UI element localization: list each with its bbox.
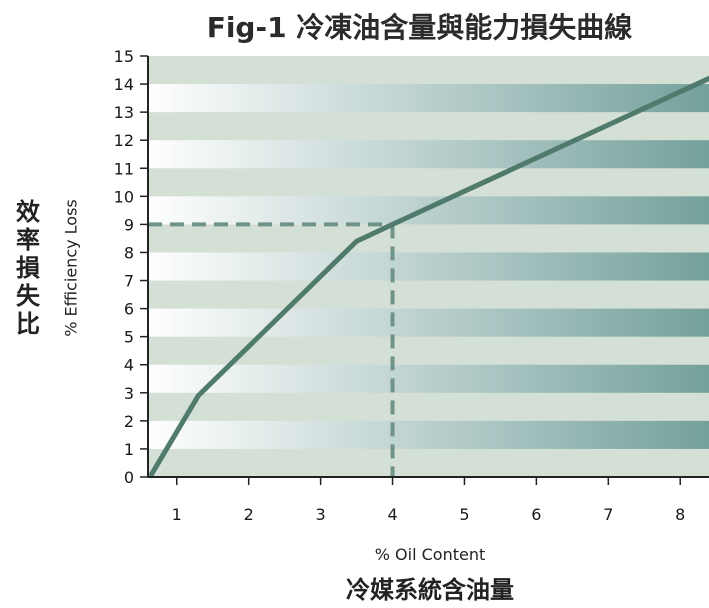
plot-band <box>148 392 709 421</box>
reference-lines <box>148 222 395 477</box>
y-tick-label: 14 <box>114 75 134 94</box>
y-tick-label: 9 <box>124 215 134 234</box>
x-axis-label-chinese: 冷媒系統含油量 <box>346 576 514 604</box>
x-tick-label: 6 <box>531 505 541 524</box>
series-layer <box>149 75 709 477</box>
x-axis-label-english: % Oil Content <box>374 545 486 564</box>
plot-band <box>148 168 709 197</box>
plot-band <box>148 112 709 141</box>
x-tick-label: 4 <box>387 505 397 524</box>
x-tick-label: 3 <box>316 505 326 524</box>
y-tick-label: 6 <box>124 300 134 319</box>
axes <box>140 55 709 485</box>
plot-background <box>148 56 709 477</box>
x-tick-label: 2 <box>244 505 254 524</box>
plot-band <box>148 448 709 477</box>
y-tick-label: 7 <box>124 272 134 291</box>
y-tick-label: 13 <box>114 103 134 122</box>
plot-band <box>148 224 709 253</box>
x-tick-labels: 1 2 3 4 5 6 7 8 <box>172 505 686 524</box>
y-tick-label: 1 <box>124 440 134 459</box>
x-tick-label: 1 <box>172 505 182 524</box>
y-tick-label: 12 <box>114 131 134 150</box>
y-tick-label: 3 <box>124 384 134 403</box>
chart-title: Fig-1 冷凍油含量與能力損失曲線 <box>206 11 633 44</box>
y-tick-label: 15 <box>114 47 134 66</box>
y-axis-label-chinese: 效率損失比 <box>16 198 40 338</box>
y-tick-label: 2 <box>124 412 134 431</box>
x-tick-label: 7 <box>603 505 613 524</box>
plot-band <box>148 56 709 85</box>
y-tick-label: 5 <box>124 328 134 347</box>
y-tick-label: 11 <box>114 159 134 178</box>
series-line <box>149 75 709 477</box>
y-tick-label: 8 <box>124 243 134 262</box>
y-tick-label: 0 <box>124 468 134 487</box>
x-tick-label: 8 <box>675 505 685 524</box>
x-tick-label: 5 <box>459 505 469 524</box>
y-tick-label: 10 <box>114 187 134 206</box>
plot-band <box>148 280 709 309</box>
y-tick-label: 4 <box>124 356 134 375</box>
